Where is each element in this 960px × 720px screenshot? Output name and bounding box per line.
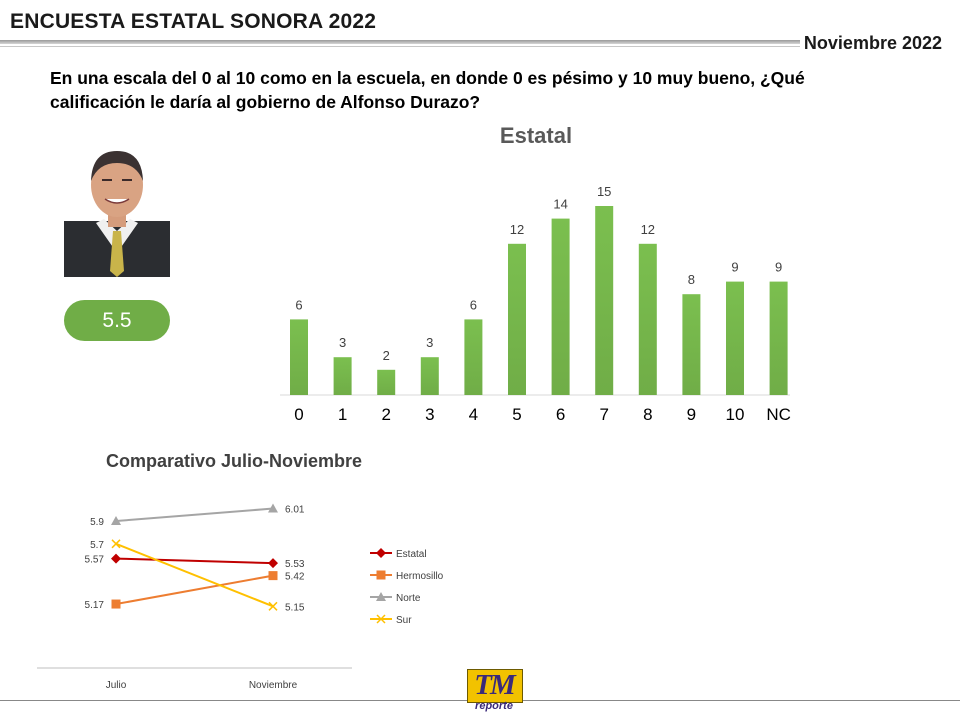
survey-question: En una escala del 0 al 10 como en la esc…	[50, 68, 805, 112]
bar-value-label: 9	[775, 260, 782, 275]
line-x-tick-label: Julio	[106, 680, 127, 691]
bar-category-label: 4	[469, 405, 478, 424]
bar-2	[377, 369, 396, 395]
tm-logo	[467, 669, 523, 703]
bar-value-label: 3	[426, 335, 433, 350]
bar-7	[595, 206, 614, 395]
series-marker-hermosillo	[111, 599, 121, 609]
legend-marker-estatal	[376, 548, 386, 558]
bar-category-label: 6	[556, 405, 565, 424]
bar-value-label: 12	[510, 222, 524, 237]
average-score-badge: 5.5	[64, 300, 170, 341]
legend-marker-sur	[376, 614, 386, 624]
bar-category-label: 0	[294, 405, 303, 424]
header-divider-thin	[0, 46, 800, 47]
bar-value-label: 3	[339, 335, 346, 350]
bar-value-label: 8	[688, 272, 695, 287]
bar-4	[464, 319, 483, 395]
header-divider	[0, 40, 800, 44]
series-value-label: 5.7	[90, 540, 104, 551]
bar-category-label: 8	[643, 405, 652, 424]
series-marker-sur	[111, 539, 121, 549]
bar-6	[551, 218, 570, 395]
bar-category-label: 3	[425, 405, 434, 424]
politician-photo	[64, 141, 170, 277]
bar-1	[333, 357, 352, 395]
bar-category-label: 5	[512, 405, 521, 424]
series-value-label: 5.57	[85, 555, 105, 566]
bar-value-label: 14	[553, 197, 567, 212]
bar-value-label: 12	[641, 222, 655, 237]
series-line-norte	[115, 507, 274, 523]
legend-label: Sur	[396, 615, 412, 626]
tm-logo-subtitle: reporte	[475, 700, 513, 712]
series-marker-estatal	[268, 558, 278, 569]
legend-label: Estatal	[396, 549, 427, 560]
comparativo-line-chart: Comparativo Julio-Noviembre Julio Noviemb…	[37, 451, 444, 691]
bar-category-label: 7	[599, 405, 608, 424]
bar-10	[726, 281, 744, 395]
line-x-tick-label: Noviembre	[249, 680, 298, 691]
series-marker-hermosillo	[268, 571, 278, 581]
report-title: ENCUESTA ESTATAL SONORA 2022	[10, 10, 377, 33]
series-line-sur	[115, 542, 274, 608]
series-marker-norte	[111, 516, 121, 526]
line-chart-title: Comparativo Julio-Noviembre	[106, 451, 362, 471]
bar-0	[290, 319, 308, 395]
series-value-label: 5.15	[285, 602, 305, 613]
series-line-hermosillo	[115, 574, 274, 606]
bar-3	[420, 357, 439, 395]
series-value-label: 5.9	[90, 517, 104, 528]
tm-logo-letters: TM	[474, 669, 516, 701]
series-value-label: 5.53	[285, 559, 305, 570]
series-marker-estatal	[111, 553, 121, 564]
bar-value-label: 2	[383, 348, 390, 363]
legend-marker-hermosillo	[376, 570, 386, 580]
bar-8	[638, 243, 657, 395]
bar-value-label: 6	[295, 297, 302, 312]
legend-label: Hermosillo	[396, 571, 444, 582]
bar-category-label: 1	[338, 405, 347, 424]
series-line-estatal	[115, 557, 274, 565]
bar-9	[682, 294, 701, 395]
legend-label: Norte	[396, 593, 421, 604]
report-date: Noviembre 2022	[803, 33, 942, 53]
bar-category-label: NC	[766, 405, 791, 424]
bar-value-label: 6	[470, 297, 477, 312]
bar-category-label: 9	[687, 405, 696, 424]
series-marker-norte	[268, 503, 278, 513]
legend-marker-norte	[376, 592, 386, 601]
bar-value-label: 15	[597, 184, 611, 199]
series-value-label: 5.42	[285, 572, 305, 583]
bar-category-label: 10	[726, 405, 745, 424]
bar-value-label: 9	[731, 260, 738, 275]
bar-category-label: 2	[381, 405, 390, 424]
bar-5	[508, 243, 526, 395]
series-marker-sur	[268, 601, 278, 611]
series-value-label: 5.17	[85, 600, 105, 611]
bar-chart-title: Estatal	[500, 123, 572, 148]
series-value-label: 6.01	[285, 505, 305, 516]
bar-NC	[769, 281, 788, 395]
